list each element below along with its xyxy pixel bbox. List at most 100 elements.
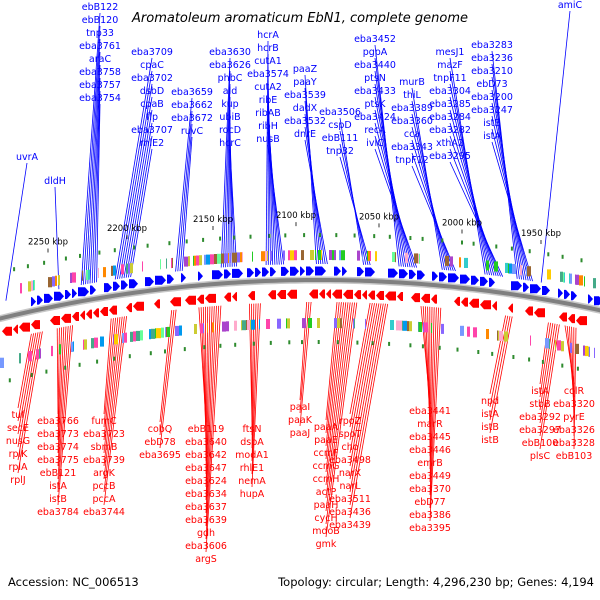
label-connector bbox=[349, 303, 380, 467]
feature-block bbox=[214, 254, 217, 264]
feature-block bbox=[508, 263, 509, 274]
feature-block bbox=[200, 323, 203, 334]
feature-block bbox=[367, 250, 368, 261]
gene-arrow bbox=[44, 293, 53, 303]
rna-tick bbox=[510, 246, 513, 251]
feature-block bbox=[395, 252, 396, 263]
gene-label: eba3328 bbox=[553, 438, 595, 449]
feature-block bbox=[505, 262, 508, 273]
label-connector bbox=[325, 302, 344, 460]
feature-block bbox=[122, 333, 124, 344]
gene-label: cho bbox=[341, 442, 358, 453]
label-connector bbox=[267, 105, 278, 265]
rna-tick bbox=[133, 245, 136, 250]
label-connector bbox=[539, 324, 558, 437]
gene-arrow bbox=[145, 277, 154, 287]
gene-arrow bbox=[421, 293, 430, 303]
gene-label: ribE bbox=[259, 95, 278, 106]
gene-label: eba3773 bbox=[37, 429, 79, 440]
gene-label: eba3775 bbox=[37, 455, 79, 466]
feature-block bbox=[286, 318, 287, 329]
feature-block bbox=[588, 346, 589, 357]
label-connector bbox=[325, 302, 355, 525]
gene-label: eba3304 bbox=[429, 86, 471, 97]
rna-tick bbox=[336, 340, 339, 345]
feature-block bbox=[151, 328, 155, 339]
label-connector bbox=[114, 57, 153, 280]
gene-label: eba3539 bbox=[284, 90, 326, 101]
label-connector bbox=[349, 303, 386, 506]
feature-block bbox=[464, 257, 468, 268]
feature-block bbox=[321, 250, 322, 260]
gene-arrow bbox=[417, 270, 425, 280]
feature-block bbox=[365, 318, 366, 329]
feature-block bbox=[375, 251, 377, 262]
rna-tick bbox=[288, 340, 291, 345]
gene-label: ivlC bbox=[366, 138, 384, 149]
feature-block bbox=[83, 339, 84, 350]
gene-label: narL bbox=[339, 481, 361, 492]
feature-block bbox=[459, 257, 461, 268]
gene-label: pccB bbox=[93, 481, 116, 492]
label-connector bbox=[267, 118, 280, 265]
feature-block bbox=[418, 253, 419, 264]
rna-tick bbox=[203, 345, 206, 350]
gene-label: ebD77 bbox=[414, 497, 445, 508]
rna-tick bbox=[8, 378, 11, 383]
feature-block bbox=[40, 348, 41, 359]
label-connector bbox=[349, 303, 375, 441]
gene-label: rplA bbox=[8, 462, 28, 473]
label-connector bbox=[489, 316, 513, 434]
gene-label: nusG bbox=[6, 436, 30, 447]
feature-block bbox=[194, 324, 197, 334]
feature-block bbox=[564, 272, 565, 283]
label-connector bbox=[57, 326, 67, 467]
feature-block bbox=[329, 250, 332, 260]
gene-label: paaJ bbox=[290, 428, 310, 439]
label-connector bbox=[325, 302, 351, 499]
feature-block bbox=[340, 318, 342, 329]
feature-block bbox=[283, 250, 285, 261]
label-connector bbox=[539, 322, 549, 385]
rna-tick bbox=[528, 357, 531, 362]
feature-block bbox=[94, 337, 98, 348]
gene-arrow bbox=[534, 308, 545, 318]
kbp-label: 2100 kbp bbox=[276, 211, 316, 221]
feature-block bbox=[368, 250, 370, 261]
reverse-label-lines bbox=[17, 301, 577, 553]
feature-block bbox=[445, 255, 449, 266]
label-connector bbox=[103, 318, 112, 415]
feature-block bbox=[73, 341, 74, 352]
gene-label: eba3326 bbox=[553, 425, 595, 436]
reverse-strand-genes bbox=[2, 289, 587, 336]
feature-block bbox=[584, 276, 585, 287]
gene-label: eba3282 bbox=[429, 125, 471, 136]
gene-arrow bbox=[542, 286, 550, 296]
feature-block bbox=[234, 320, 237, 331]
label-connector bbox=[325, 302, 358, 538]
gene-label: uvrA bbox=[16, 152, 39, 163]
feature-block bbox=[52, 276, 55, 287]
gene-label: eba3506 bbox=[319, 107, 361, 118]
gene-label: sbmB bbox=[91, 442, 118, 453]
feature-block bbox=[175, 325, 179, 336]
rna-tick bbox=[528, 249, 531, 254]
gene-label: ald bbox=[223, 86, 238, 97]
feature-block bbox=[111, 265, 113, 276]
kbp-label: 2150 kbp bbox=[193, 215, 233, 225]
label-connector bbox=[449, 83, 490, 276]
label-connector bbox=[539, 323, 554, 411]
gene-arrow bbox=[334, 266, 341, 276]
feature-block bbox=[142, 261, 143, 272]
rna-tick bbox=[146, 243, 149, 248]
gene-label: modA1 bbox=[235, 450, 269, 461]
gene-arrow bbox=[511, 281, 522, 291]
gene-label: ebB100 bbox=[522, 438, 559, 449]
feature-block bbox=[585, 345, 588, 357]
feature-block bbox=[499, 330, 500, 341]
feature-block bbox=[570, 273, 572, 284]
gene-arrow bbox=[530, 284, 541, 294]
gene-label: eba3452 bbox=[354, 34, 396, 45]
label-connector bbox=[251, 303, 261, 488]
feature-block bbox=[0, 357, 4, 368]
